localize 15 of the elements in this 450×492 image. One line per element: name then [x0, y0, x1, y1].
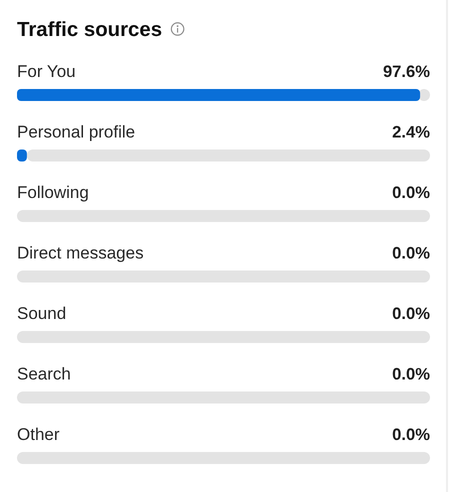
- y-tick-label: Personal profile: [17, 122, 136, 142]
- y-tick-label: Search: [17, 364, 71, 384]
- chart-title: Traffic sources: [17, 19, 162, 42]
- data-label: 2.4%: [392, 122, 430, 142]
- y-tick-label: Sound: [17, 304, 66, 323]
- y-tick-label: Other: [17, 424, 60, 444]
- data-label: 97.6%: [382, 62, 430, 81]
- data-label: 0.0%: [392, 424, 430, 444]
- y-tick-label: For You: [17, 62, 76, 81]
- data-label: 0.0%: [392, 304, 430, 323]
- data-label: 0.0%: [392, 243, 430, 262]
- data-label: 0.0%: [392, 364, 430, 384]
- y-tick-label: Following: [17, 182, 89, 202]
- y-tick-label: Direct messages: [17, 243, 144, 262]
- data-label: 0.0%: [392, 182, 430, 202]
